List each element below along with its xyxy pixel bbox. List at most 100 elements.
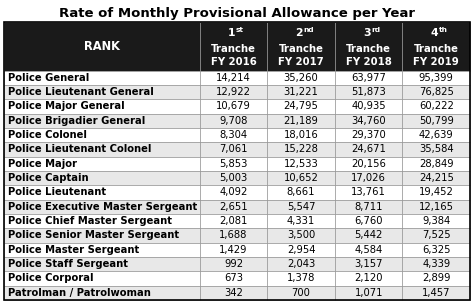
Text: 2,899: 2,899 xyxy=(422,274,450,284)
Bar xyxy=(402,85,470,99)
Text: 24,671: 24,671 xyxy=(351,145,386,155)
Text: 4,339: 4,339 xyxy=(422,259,450,269)
Text: 1,429: 1,429 xyxy=(219,245,248,255)
Text: Police Captain: Police Captain xyxy=(8,173,89,183)
Bar xyxy=(402,142,470,157)
Text: 5,003: 5,003 xyxy=(219,173,247,183)
Bar xyxy=(200,85,267,99)
Bar xyxy=(402,157,470,171)
Bar xyxy=(200,214,267,228)
Text: Police Lieutenant General: Police Lieutenant General xyxy=(8,87,154,97)
Bar xyxy=(402,257,470,271)
Bar xyxy=(335,286,402,300)
Text: Police Lieutenant: Police Lieutenant xyxy=(8,188,106,198)
Bar xyxy=(4,171,200,185)
Bar xyxy=(4,185,200,200)
Text: 3: 3 xyxy=(363,28,371,38)
Text: 5,853: 5,853 xyxy=(219,159,248,169)
Bar xyxy=(200,257,267,271)
Text: Police Lieutenant Colonel: Police Lieutenant Colonel xyxy=(8,145,151,155)
Text: 5,547: 5,547 xyxy=(287,202,315,212)
Bar xyxy=(335,185,402,200)
Text: 17,026: 17,026 xyxy=(351,173,386,183)
Bar xyxy=(402,114,470,128)
Bar xyxy=(402,228,470,243)
Text: 8,711: 8,711 xyxy=(355,202,383,212)
Bar xyxy=(267,99,335,114)
Text: 992: 992 xyxy=(224,259,243,269)
Bar xyxy=(402,243,470,257)
Text: 2,120: 2,120 xyxy=(355,274,383,284)
Bar xyxy=(4,228,200,243)
Text: 15,228: 15,228 xyxy=(283,145,319,155)
Bar xyxy=(200,185,267,200)
Bar xyxy=(200,71,267,85)
Text: 4,584: 4,584 xyxy=(355,245,383,255)
Bar xyxy=(200,271,267,286)
Bar xyxy=(4,157,200,171)
Text: Police Major: Police Major xyxy=(8,159,77,169)
Text: Police Staff Sergeant: Police Staff Sergeant xyxy=(8,259,128,269)
Bar xyxy=(4,142,200,157)
Bar xyxy=(267,71,335,85)
Text: st: st xyxy=(236,27,244,33)
Text: 342: 342 xyxy=(224,288,243,298)
Text: Police Chief Master Sergeant: Police Chief Master Sergeant xyxy=(8,216,172,226)
Bar xyxy=(267,85,335,99)
Text: 10,652: 10,652 xyxy=(283,173,319,183)
Text: Police Senior Master Sergeant: Police Senior Master Sergeant xyxy=(8,231,179,241)
Text: 1,688: 1,688 xyxy=(219,231,248,241)
Bar xyxy=(267,200,335,214)
Text: FY 2017: FY 2017 xyxy=(278,57,324,67)
Text: Police Major General: Police Major General xyxy=(8,102,125,112)
Bar xyxy=(402,128,470,142)
Bar xyxy=(335,85,402,99)
Bar xyxy=(4,71,200,85)
Text: 10,679: 10,679 xyxy=(216,102,251,112)
Bar xyxy=(335,257,402,271)
Text: 31,221: 31,221 xyxy=(283,87,319,97)
Text: 2,651: 2,651 xyxy=(219,202,248,212)
Bar xyxy=(200,114,267,128)
Text: 8,304: 8,304 xyxy=(219,130,247,140)
Text: 2,043: 2,043 xyxy=(287,259,315,269)
Text: 5,442: 5,442 xyxy=(355,231,383,241)
Bar xyxy=(200,286,267,300)
Bar xyxy=(267,243,335,257)
Bar xyxy=(267,271,335,286)
Text: Tranche: Tranche xyxy=(279,44,324,54)
Bar xyxy=(335,171,402,185)
Text: 700: 700 xyxy=(292,288,310,298)
Bar xyxy=(4,22,200,71)
Bar xyxy=(200,128,267,142)
Text: 50,799: 50,799 xyxy=(419,116,454,126)
Text: 60,222: 60,222 xyxy=(419,102,454,112)
Text: 8,661: 8,661 xyxy=(287,188,315,198)
Bar xyxy=(335,157,402,171)
Bar xyxy=(4,114,200,128)
Bar xyxy=(402,214,470,228)
Text: Police Brigadier General: Police Brigadier General xyxy=(8,116,145,126)
Text: 6,325: 6,325 xyxy=(422,245,450,255)
Text: 40,935: 40,935 xyxy=(351,102,386,112)
Bar xyxy=(335,271,402,286)
Text: 4,331: 4,331 xyxy=(287,216,315,226)
Text: 4,092: 4,092 xyxy=(219,188,248,198)
Bar xyxy=(200,142,267,157)
Text: 21,189: 21,189 xyxy=(283,116,319,126)
Text: Rate of Monthly Provisional Allowance per Year: Rate of Monthly Provisional Allowance pe… xyxy=(59,6,415,19)
Bar xyxy=(4,200,200,214)
Text: 14,214: 14,214 xyxy=(216,73,251,83)
Text: Police Executive Master Sergeant: Police Executive Master Sergeant xyxy=(8,202,197,212)
Text: nd: nd xyxy=(303,27,314,33)
Text: 13,761: 13,761 xyxy=(351,188,386,198)
Text: 24,215: 24,215 xyxy=(419,173,454,183)
Text: 2,954: 2,954 xyxy=(287,245,315,255)
Bar xyxy=(200,171,267,185)
Text: 1,071: 1,071 xyxy=(355,288,383,298)
Bar xyxy=(267,22,335,71)
Bar xyxy=(4,286,200,300)
Bar xyxy=(402,185,470,200)
Text: 2: 2 xyxy=(295,28,303,38)
Text: 7,061: 7,061 xyxy=(219,145,248,155)
